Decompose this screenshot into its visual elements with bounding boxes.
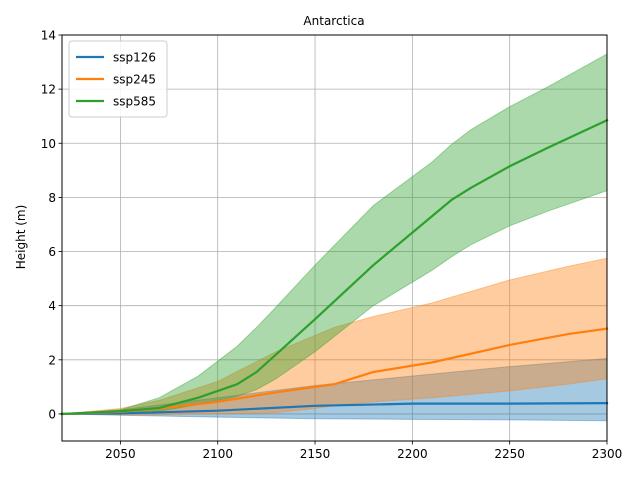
x-tick-label: 2300 [592,447,623,461]
ssp245-legend-label: ssp245 [113,73,156,87]
series-lines [60,118,609,416]
ssp126-legend-label: ssp126 [113,51,156,65]
y-tick-label: 8 [48,191,56,205]
y-tick-label: 6 [48,245,56,259]
plot-frame [61,34,608,442]
x-tick-label: 2150 [300,447,331,461]
y-tick-label: 12 [41,83,56,97]
uncertainty-bands [61,53,608,422]
x-tick-label: 2200 [397,447,428,461]
x-tick-label: 2250 [494,447,525,461]
x-tick-label: 2050 [105,447,136,461]
y-axis-label: Height (m) [14,205,28,270]
y-tick-label: 10 [41,137,56,151]
ssp126-median-line [60,402,609,416]
legend: ssp126 ssp245 ssp585 [68,40,168,118]
ssp585-legend-label: ssp585 [113,95,156,109]
chart-title: Antarctica [303,14,364,28]
legend-box [68,40,168,118]
ssp585-median-line [60,118,609,416]
y-tick-label: 4 [48,299,56,313]
y-tick-label: 2 [48,353,56,367]
y-tick-label: 14 [41,29,56,43]
axis-ticks: 2050 2100 2150 2200 2250 2300 0 2 4 6 8 10 12 14 [41,29,623,462]
y-tick-label: 0 [48,407,56,421]
x-tick-label: 2100 [202,447,233,461]
